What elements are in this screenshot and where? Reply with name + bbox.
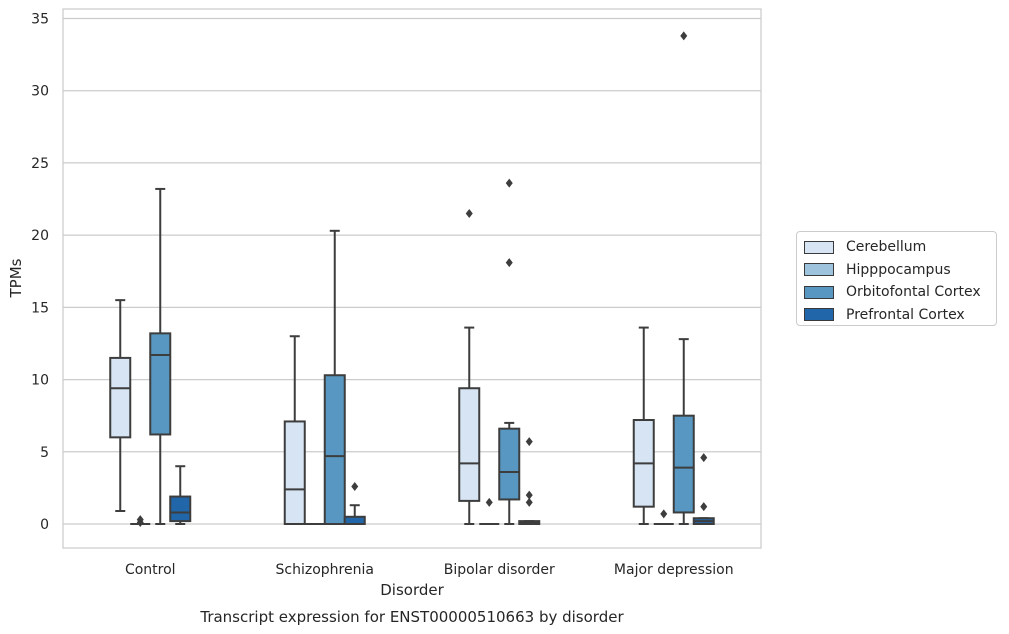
box-iqr bbox=[458, 387, 481, 502]
box-groups bbox=[109, 31, 715, 528]
box-cerebellum-bipolar-disorder bbox=[458, 208, 481, 525]
box-prefrontal-cortex-major-depression bbox=[692, 453, 715, 525]
outlier-point bbox=[485, 497, 493, 507]
box-cerebellum-major-depression bbox=[632, 326, 655, 525]
x-tick-major-depression: Major depression bbox=[614, 562, 734, 578]
y-tick-5: 5 bbox=[40, 445, 49, 461]
box-orbitofontal-cortex-bipolar-disorder bbox=[498, 178, 521, 525]
legend-item: Orbitofontal Cortex bbox=[804, 281, 996, 304]
box-prefrontal-cortex-bipolar-disorder bbox=[518, 437, 541, 526]
box-iqr bbox=[343, 515, 366, 525]
outlier-point bbox=[351, 481, 359, 491]
box-prefrontal-cortex-control bbox=[169, 465, 192, 525]
y-tick-30: 30 bbox=[31, 84, 49, 100]
chart-caption: Transcript expression for ENST0000051066… bbox=[199, 608, 624, 626]
box-iqr bbox=[323, 374, 346, 526]
x-tick-labels: Control Schizophrenia Bipolar disorder Majo… bbox=[125, 562, 734, 578]
box-iqr bbox=[283, 420, 306, 526]
x-axis-label: Disorder bbox=[380, 581, 444, 599]
legend-swatch bbox=[804, 285, 834, 299]
box-hipppocampus-major-depression bbox=[653, 509, 674, 525]
x-tick-control: Control bbox=[125, 562, 176, 578]
box-iqr bbox=[149, 332, 172, 436]
legend-swatch bbox=[804, 308, 834, 322]
box-prefrontal-cortex-schizophrenia bbox=[343, 481, 366, 525]
outlier-point bbox=[660, 509, 668, 519]
box-hipppocampus-bipolar-disorder bbox=[479, 497, 500, 525]
outlier-point bbox=[136, 515, 144, 525]
outlier-point bbox=[700, 502, 708, 512]
box-iqr bbox=[109, 356, 132, 439]
box-cerebellum-control bbox=[109, 299, 132, 513]
y-tick-35: 35 bbox=[31, 12, 49, 28]
legend-item: Prefrontal Cortex bbox=[804, 304, 996, 327]
y-axis-label: TPMs bbox=[7, 258, 25, 298]
y-tick-labels: 0 5 10 15 20 25 30 35 bbox=[31, 12, 49, 534]
legend-label: Cerebellum bbox=[846, 239, 927, 256]
box-orbitofontal-cortex-schizophrenia bbox=[323, 229, 346, 526]
outlier-point bbox=[525, 437, 533, 447]
box-orbitofontal-cortex-major-depression bbox=[672, 31, 695, 525]
legend-label: Prefrontal Cortex bbox=[846, 306, 965, 323]
box-orbitofontal-cortex-control bbox=[149, 187, 172, 525]
y-tick-0: 0 bbox=[40, 517, 49, 533]
legend-item: Cerebellum bbox=[804, 236, 996, 259]
outlier-point bbox=[525, 490, 533, 500]
gridlines bbox=[63, 17, 761, 525]
box-cerebellum-schizophrenia bbox=[283, 335, 306, 526]
y-tick-25: 25 bbox=[31, 156, 49, 172]
y-tick-10: 10 bbox=[31, 373, 49, 389]
y-tick-15: 15 bbox=[31, 300, 49, 316]
box-iqr bbox=[169, 495, 192, 523]
outlier-point bbox=[465, 208, 473, 218]
legend: Cerebellum Hipppocampus Orbitofontal Corte… bbox=[796, 231, 997, 326]
x-tick-schizophrenia: Schizophrenia bbox=[276, 562, 374, 578]
legend-swatch bbox=[804, 263, 834, 277]
legend-label: Orbitofontal Cortex bbox=[846, 284, 981, 301]
box-iqr bbox=[672, 414, 695, 514]
plot-area-frame bbox=[62, 8, 762, 549]
outlier-point bbox=[505, 178, 513, 188]
legend-item: Hipppocampus bbox=[804, 259, 996, 282]
x-tick-bipolar-disorder: Bipolar disorder bbox=[444, 562, 555, 578]
outlier-point bbox=[505, 258, 513, 268]
y-tick-20: 20 bbox=[31, 228, 49, 244]
box-hipppocampus-control bbox=[130, 515, 151, 528]
legend-swatch bbox=[804, 240, 834, 254]
outlier-point bbox=[700, 453, 708, 463]
legend-label: Hipppocampus bbox=[846, 261, 951, 278]
outlier-point bbox=[680, 31, 688, 41]
box-iqr bbox=[498, 427, 521, 501]
outlier-point bbox=[525, 497, 533, 507]
